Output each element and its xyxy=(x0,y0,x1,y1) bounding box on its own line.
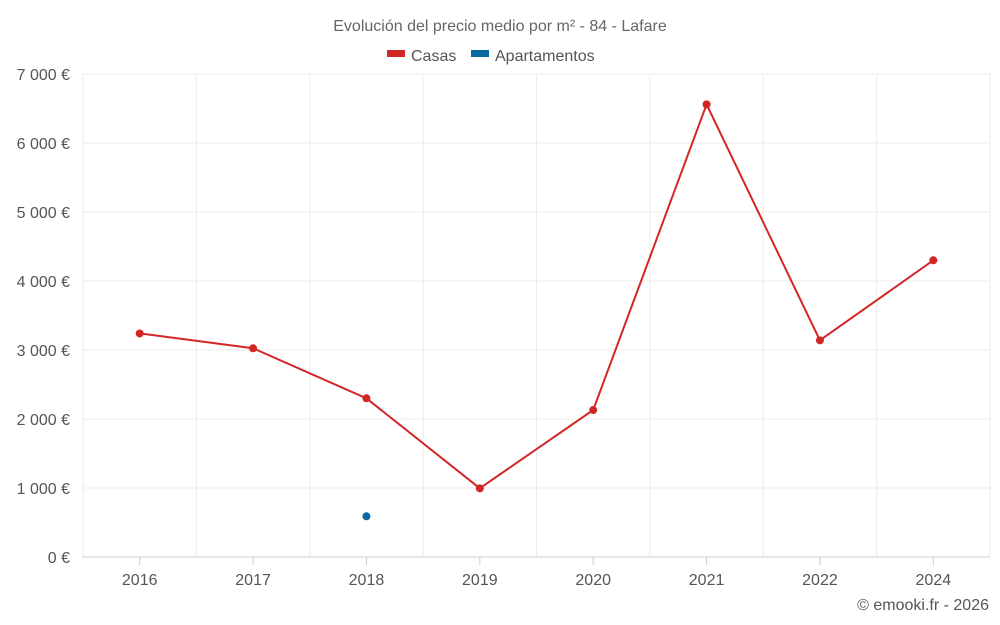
x-axis: 2016 2017 2018 2019 2020 2021 2022 2024 xyxy=(83,556,990,589)
series-line-casas xyxy=(139,103,934,490)
y-tick-label: 2 000 € xyxy=(17,412,70,429)
x-tick-label: 2019 xyxy=(462,572,498,589)
data-point-casas[interactable] xyxy=(362,394,371,403)
y-tick-label: 5 000 € xyxy=(17,205,70,222)
data-point-apartamentos[interactable] xyxy=(362,512,371,521)
y-tick-label: 6 000 € xyxy=(17,136,70,153)
y-axis: 0 € 1 000 € 2 000 € 3 000 € 4 000 € 5 000 € 6 … xyxy=(17,67,70,567)
x-tick-label: 2024 xyxy=(916,572,952,589)
data-point-casas[interactable] xyxy=(702,100,711,109)
x-tick-label: 2020 xyxy=(575,572,611,589)
data-point-casas[interactable] xyxy=(929,256,938,265)
x-tick-label: 2018 xyxy=(349,572,385,589)
chart-title: Evolución del precio medio por m² - 84 -… xyxy=(333,18,667,35)
legend-label-apartamentos[interactable]: Apartamentos xyxy=(495,48,595,65)
x-tick-label: 2021 xyxy=(689,572,725,589)
data-point-casas[interactable] xyxy=(475,484,484,493)
grid xyxy=(82,73,991,557)
y-tick-label: 7 000 € xyxy=(17,67,70,84)
credit-text: © emooki.fr - 2026 xyxy=(857,597,989,614)
data-point-casas[interactable] xyxy=(135,329,144,338)
data-point-casas[interactable] xyxy=(249,344,258,353)
legend-label-casas[interactable]: Casas xyxy=(411,48,456,65)
data-point-casas[interactable] xyxy=(589,406,598,415)
legend: Casas Apartamentos xyxy=(387,48,595,65)
y-tick-label: 4 000 € xyxy=(17,274,70,291)
y-tick-label: 1 000 € xyxy=(17,481,70,498)
y-tick-label: 0 € xyxy=(48,550,70,567)
data-point-casas[interactable] xyxy=(815,336,824,345)
x-tick-label: 2022 xyxy=(802,572,838,589)
legend-swatch-apartamentos xyxy=(471,50,489,57)
x-tick-label: 2017 xyxy=(235,572,271,589)
plot-area xyxy=(135,100,938,521)
x-tick-label: 2016 xyxy=(122,572,158,589)
legend-swatch-casas xyxy=(387,50,405,57)
y-tick-label: 3 000 € xyxy=(17,343,70,360)
